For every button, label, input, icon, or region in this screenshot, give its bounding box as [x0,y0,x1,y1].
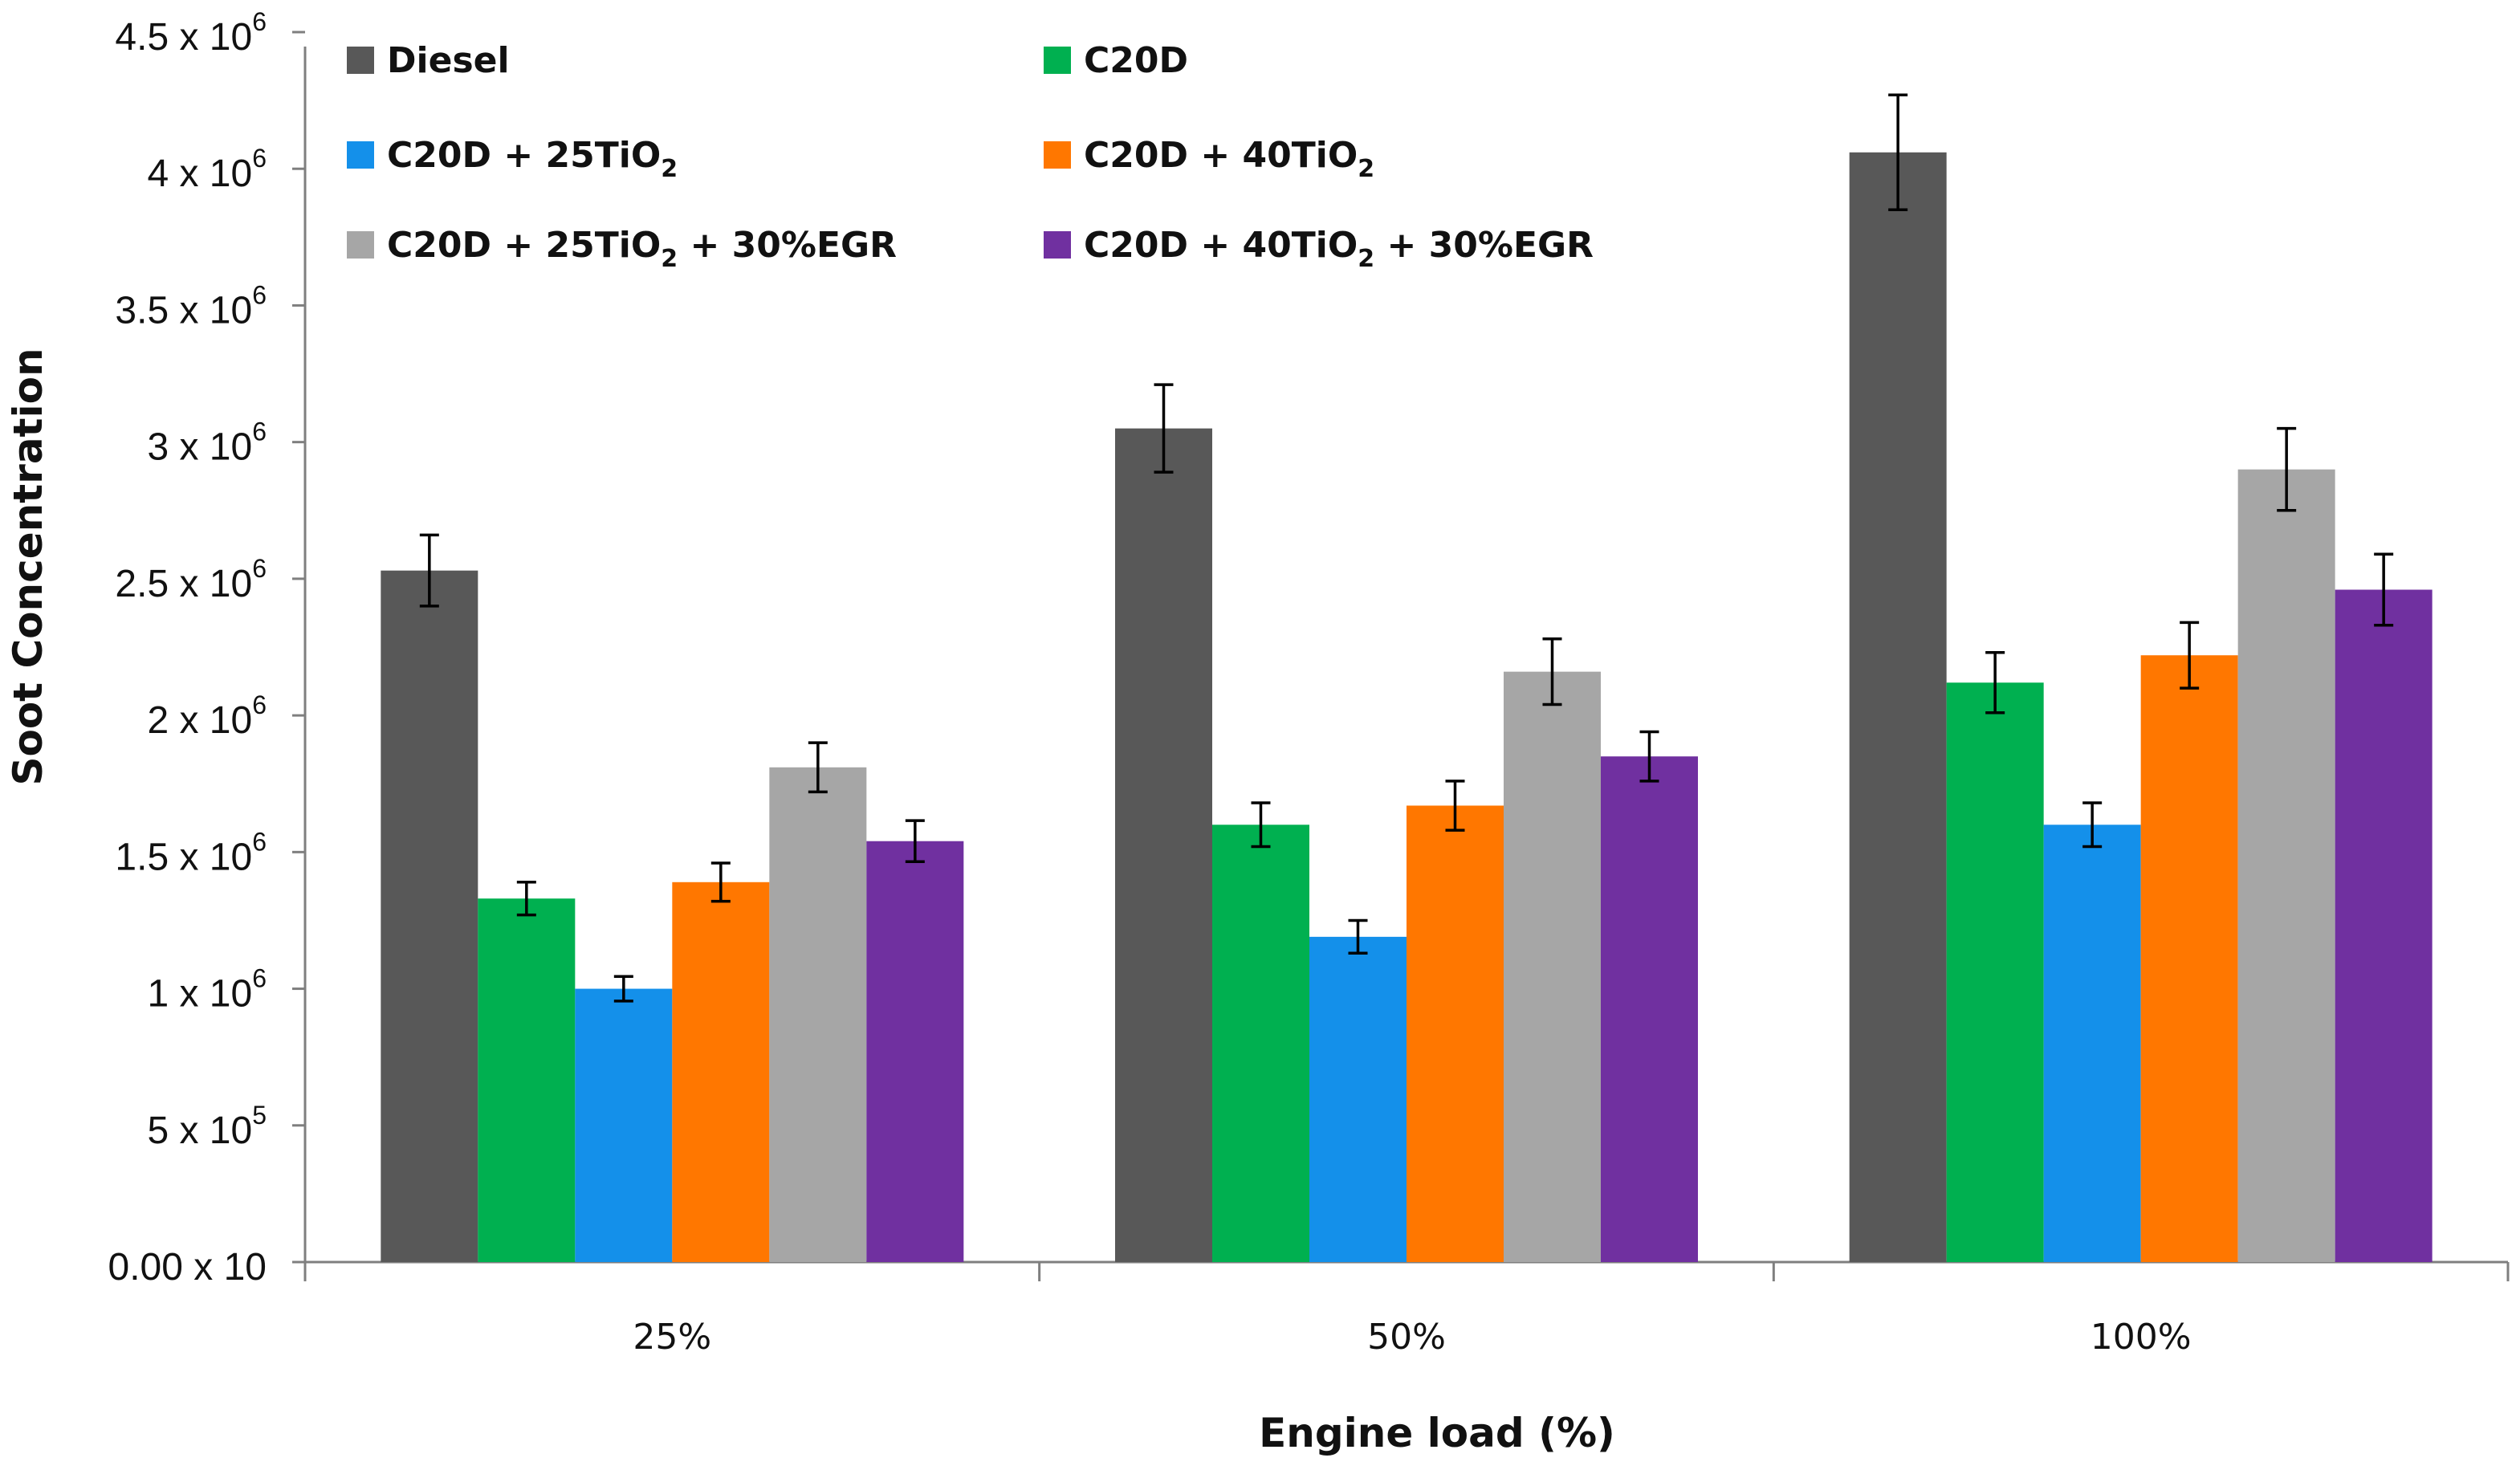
y-tick-exponent: 6 [252,827,267,856]
legend-subscript: 2 [1358,245,1374,273]
legend-swatch [347,231,374,259]
y-tick-base: 2 x 10 [147,699,252,742]
legend-label-part: C20D [1084,40,1188,81]
bar [1407,805,1504,1262]
y-tick-label: 1.5 x 106 [115,827,267,878]
bar [2043,825,2141,1262]
legend-label: C20D [1084,40,1188,81]
y-tick-label: 4.5 x 106 [115,7,267,59]
bar [1601,756,1698,1262]
legend-swatch [1044,47,1071,74]
legend-label-part: C20D + 40TiO [1084,225,1358,266]
bar [2335,589,2432,1262]
x-axis-title: Engine load (%) [1259,1410,1615,1456]
y-tick-label: 5 x 105 [147,1101,267,1152]
x-axis: 25% 50% 100% [303,1260,2510,1358]
bar [1849,152,1947,1263]
y-tick-exponent: 6 [252,144,267,173]
bar [1309,936,1407,1262]
bar [2237,469,2335,1262]
bar [1115,428,1212,1262]
legend-label: Diesel [387,40,510,81]
y-tick-base: 2.5 x 10 [115,563,252,605]
legend-swatch [1044,231,1071,259]
bar [1504,671,1601,1262]
legend-label: C20D + 25TiO2 [387,135,678,183]
legend-subscript: 2 [1358,155,1374,183]
y-tick-label: 2.5 x 106 [115,554,267,605]
bar [866,841,964,1262]
y-tick-base: 1.5 x 10 [115,836,252,878]
bar [478,898,576,1262]
legend-label-part: + 30%EGR [1374,225,1594,266]
bar [381,570,478,1262]
y-tick-base: 4 x 10 [147,153,252,195]
y-tick-base: 0.00 x 10 [108,1246,267,1289]
bar [2140,655,2238,1262]
y-tick-label: 3.5 x 106 [115,280,267,332]
x-category-label: 50% [1367,1317,1446,1358]
legend-label: C20D + 25TiO2 + 30%EGR [387,225,897,273]
y-tick-label: 4 x 106 [147,144,267,195]
legend-label-part: + 30%EGR [678,225,897,266]
legend-swatch [1044,141,1071,169]
bar [672,882,770,1262]
y-tick-base: 5 x 10 [147,1110,252,1152]
y-tick-exponent: 6 [252,280,267,309]
legend-label-part: C20D + 25TiO [387,225,661,266]
bar [769,767,867,1262]
y-tick-label: 3 x 106 [147,417,267,469]
y-tick-base: 1 x 10 [147,973,252,1016]
y-tick-base: 4.5 x 10 [115,16,252,59]
x-category-label: 100% [2091,1317,2192,1358]
y-tick-exponent: 6 [252,690,267,719]
legend-label: C20D + 40TiO2 + 30%EGR [1084,225,1594,273]
y-tick-exponent: 6 [252,417,267,446]
y-tick-exponent: 5 [252,1101,267,1130]
y-tick-exponent: 6 [252,554,267,583]
bars [381,93,2432,1263]
legend-label: C20D + 40TiO2 [1084,135,1374,183]
y-tick-base: 3 x 10 [147,426,252,469]
bar [1946,682,2044,1262]
legend-label-part: Diesel [387,40,510,81]
y-tick-exponent: 6 [252,964,267,993]
legend-label-part: C20D + 40TiO [1084,135,1358,176]
y-tick-label: 2 x 106 [147,690,267,742]
bar [575,988,673,1262]
y-axis-title: Soot Concentration [5,348,51,785]
legend-label-part: C20D + 25TiO [387,135,661,176]
legend-swatch [347,47,374,74]
bar [1212,825,1309,1262]
legend-subscript: 2 [661,245,678,273]
x-category-label: 25% [633,1317,711,1358]
legend-subscript: 2 [661,155,678,183]
legend-swatch [347,141,374,169]
y-tick-base: 3.5 x 10 [115,289,252,332]
y-tick-exponent: 6 [252,7,267,36]
y-tick-label: 1 x 106 [147,964,267,1016]
y-tick-label: 0.00 x 10 [108,1246,267,1289]
